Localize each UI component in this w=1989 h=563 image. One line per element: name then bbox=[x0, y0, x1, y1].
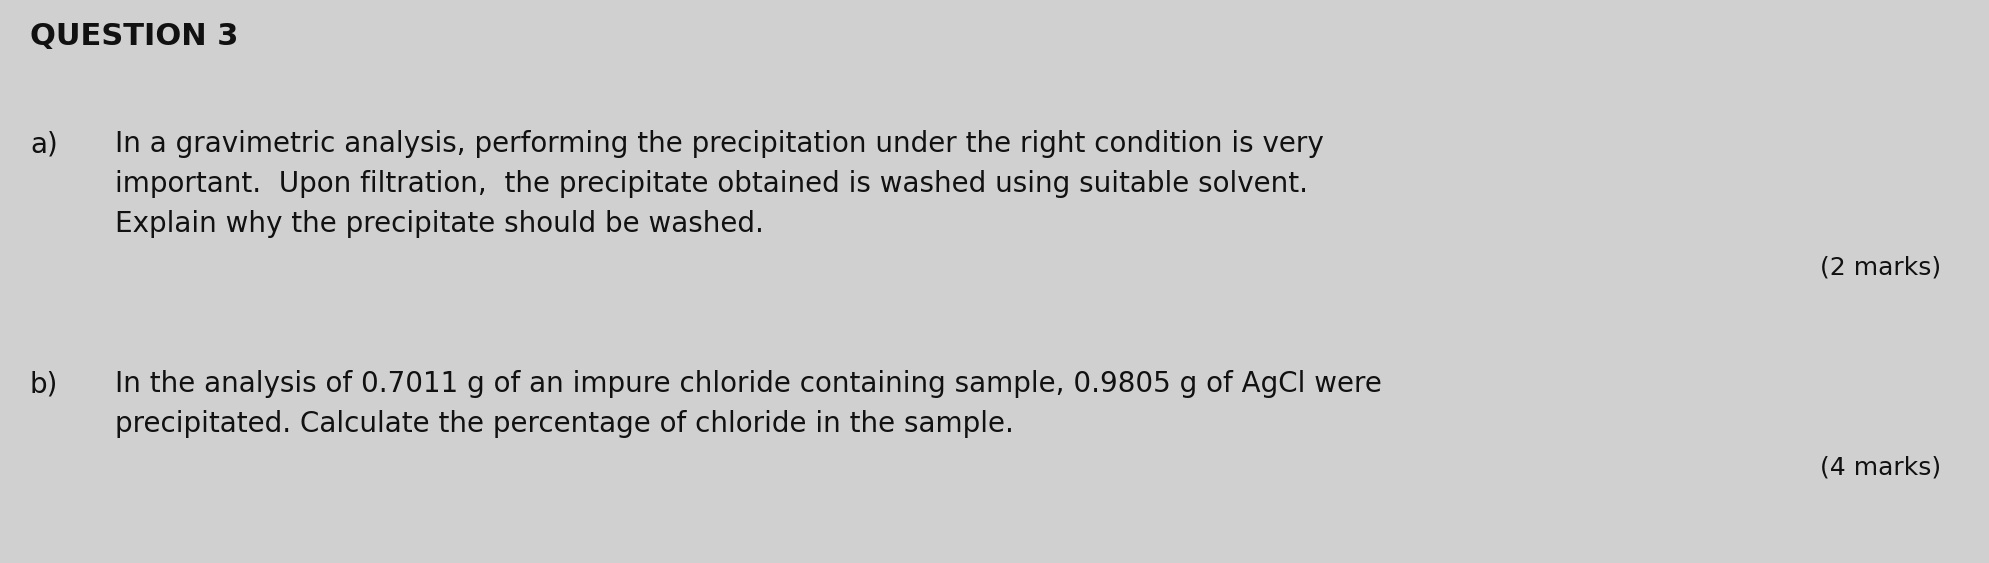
Text: QUESTION 3: QUESTION 3 bbox=[30, 22, 239, 51]
Text: b): b) bbox=[30, 370, 58, 398]
Text: precipitated. Calculate the percentage of chloride in the sample.: precipitated. Calculate the percentage o… bbox=[115, 410, 1014, 438]
Text: In a gravimetric analysis, performing the precipitation under the right conditio: In a gravimetric analysis, performing th… bbox=[115, 130, 1325, 158]
Text: (4 marks): (4 marks) bbox=[1820, 455, 1941, 479]
Text: Explain why the precipitate should be washed.: Explain why the precipitate should be wa… bbox=[115, 210, 764, 238]
Text: important.  Upon filtration,  the precipitate obtained is washed using suitable : important. Upon filtration, the precipit… bbox=[115, 170, 1309, 198]
Text: a): a) bbox=[30, 130, 58, 158]
Text: In the analysis of 0.7011 g of an impure chloride containing sample, 0.9805 g of: In the analysis of 0.7011 g of an impure… bbox=[115, 370, 1382, 398]
Text: (2 marks): (2 marks) bbox=[1820, 255, 1941, 279]
